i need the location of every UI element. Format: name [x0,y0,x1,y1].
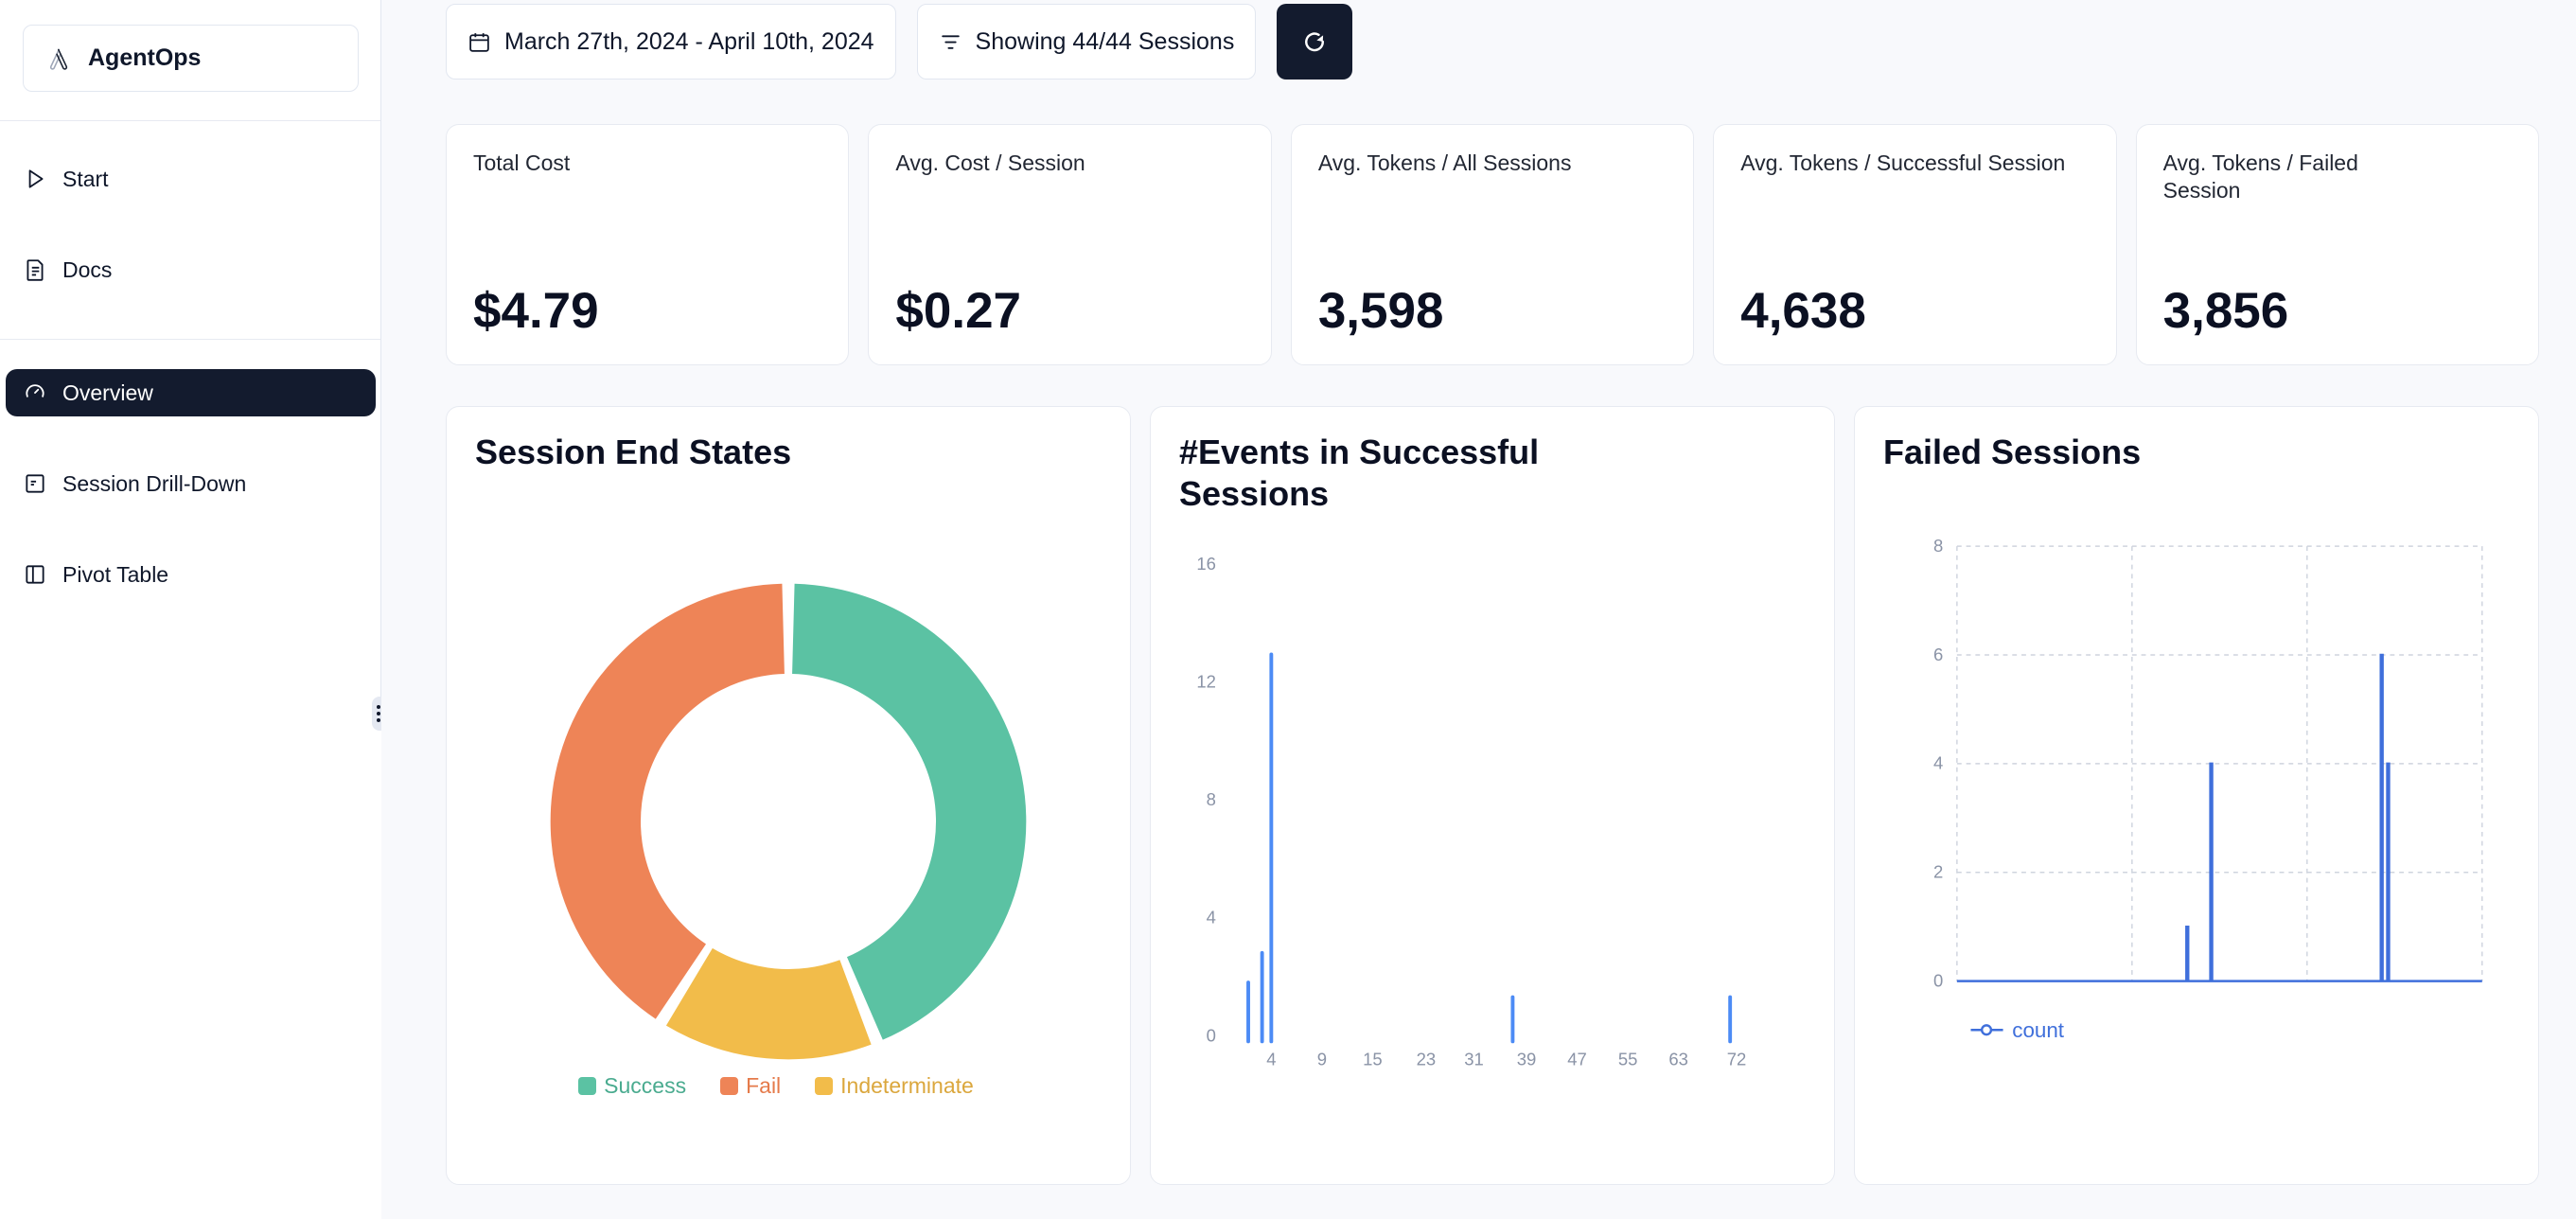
svg-text:0: 0 [1207,1025,1216,1045]
svg-text:4: 4 [1207,908,1216,928]
svg-text:63: 63 [1668,1049,1688,1069]
svg-text:8: 8 [1933,536,1943,556]
svg-text:23: 23 [1417,1049,1437,1069]
svg-text:4: 4 [1266,1049,1276,1069]
svg-text:12: 12 [1196,671,1216,691]
svg-text:8: 8 [1207,789,1216,809]
svg-text:4: 4 [1933,753,1943,773]
svg-text:15: 15 [1363,1049,1383,1069]
svg-text:2: 2 [1933,862,1943,882]
svg-text:72: 72 [1727,1049,1747,1069]
svg-text:9: 9 [1317,1049,1327,1069]
svg-text:0: 0 [1933,970,1943,990]
svg-text:count: count [2012,1018,2065,1042]
svg-text:55: 55 [1618,1049,1638,1069]
svg-text:47: 47 [1567,1049,1587,1069]
svg-text:31: 31 [1464,1049,1484,1069]
svg-text:16: 16 [1196,554,1216,574]
svg-text:6: 6 [1933,645,1943,664]
svg-text:39: 39 [1517,1049,1537,1069]
